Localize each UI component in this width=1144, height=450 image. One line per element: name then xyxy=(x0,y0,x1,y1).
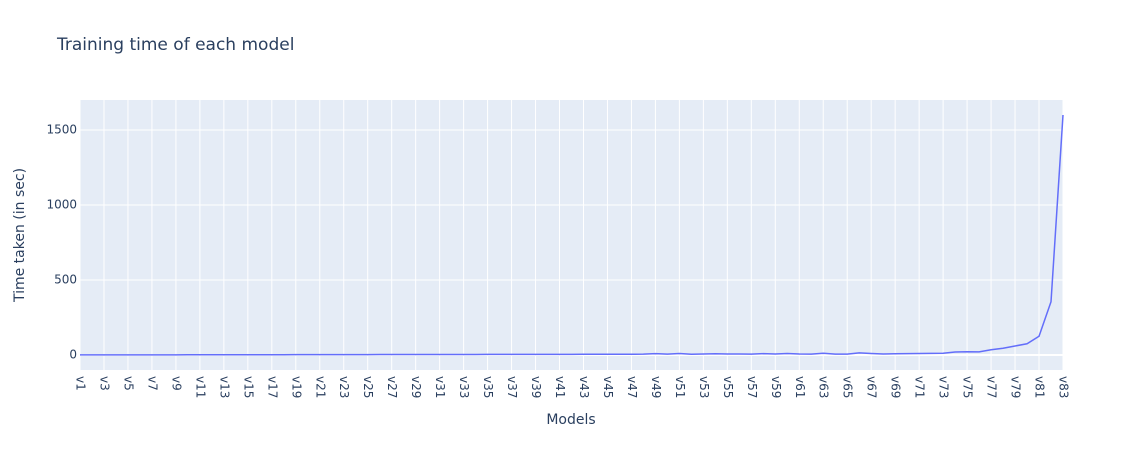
x-tick-label: v17 xyxy=(265,376,279,398)
x-tick-label: v73 xyxy=(937,376,951,398)
y-tick-label: 1000 xyxy=(46,198,77,212)
x-tick-label: v5 xyxy=(121,376,135,391)
x-tick-label: v81 xyxy=(1033,376,1047,398)
x-tick-label: v43 xyxy=(577,376,591,398)
x-tick-label: v37 xyxy=(505,376,519,398)
x-tick-label: v21 xyxy=(313,376,327,398)
y-axis-title: Time taken (in sec) xyxy=(12,168,28,303)
x-tick-label: v49 xyxy=(649,376,663,398)
x-tick-label: v77 xyxy=(985,376,999,398)
x-tick-label: v3 xyxy=(97,376,111,391)
y-axis-ticks: 0 500 1000 1500 xyxy=(46,123,77,362)
x-tick-label: v13 xyxy=(217,376,231,398)
x-tick-label: v53 xyxy=(697,376,711,398)
x-tick-label: v23 xyxy=(337,376,351,398)
x-tick-label: v47 xyxy=(625,376,639,398)
plot-area xyxy=(80,100,1063,370)
x-tick-label: v69 xyxy=(889,376,903,398)
x-tick-label: v27 xyxy=(385,376,399,398)
x-tick-label: v33 xyxy=(457,376,471,398)
x-tick-label: v9 xyxy=(169,376,183,391)
x-tick-label: v71 xyxy=(913,376,927,398)
x-gridlines xyxy=(79,100,1064,370)
x-tick-label: v15 xyxy=(241,376,255,398)
x-tick-label: v55 xyxy=(721,376,735,398)
chart-title: Training time of each model xyxy=(56,35,294,55)
x-tick-label: v45 xyxy=(601,376,615,398)
x-tick-label: v1 xyxy=(74,376,88,391)
y-tick-label: 0 xyxy=(69,348,77,362)
x-tick-label: v67 xyxy=(865,376,879,398)
x-tick-label: v75 xyxy=(961,376,975,398)
series-line xyxy=(79,114,1064,356)
x-tick-label: v41 xyxy=(553,376,567,398)
x-tick-label: v65 xyxy=(841,376,855,398)
x-tick-label: v29 xyxy=(409,376,423,398)
x-tick-label: v25 xyxy=(361,376,375,398)
x-tick-label: v61 xyxy=(793,376,807,398)
x-tick-label: v11 xyxy=(193,376,207,398)
x-tick-label: v51 xyxy=(673,376,687,398)
y-tick-label: 500 xyxy=(54,273,77,287)
x-axis-title: Models xyxy=(546,412,595,428)
x-tick-label: v63 xyxy=(817,376,831,398)
x-tick-label: v35 xyxy=(481,376,495,398)
x-tick-label: v83 xyxy=(1057,376,1071,398)
x-tick-label: v31 xyxy=(433,376,447,398)
x-tick-label: v7 xyxy=(145,376,159,391)
x-tick-label: v57 xyxy=(745,376,759,398)
y-tick-label: 1500 xyxy=(46,123,77,137)
x-tick-label: v79 xyxy=(1009,376,1023,398)
x-tick-label: v59 xyxy=(769,376,783,398)
x-tick-label: v19 xyxy=(289,376,303,398)
x-axis-ticks: v1 v3 v5 v7 v9 v11 v13 v15 v17 v19 v21 v23 v25 v27 v29… xyxy=(74,376,1071,398)
x-tick-label: v39 xyxy=(529,376,543,398)
